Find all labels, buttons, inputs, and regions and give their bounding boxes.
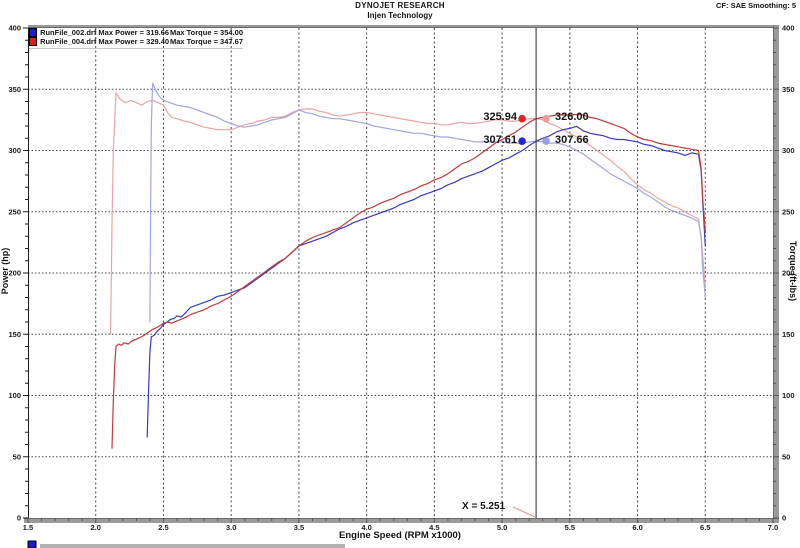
curve-2 (146, 125, 706, 438)
left-axis-tick-label: 150 (8, 330, 21, 339)
bottom-strip-swatch (27, 540, 37, 548)
cursor-value-power-red: 325.94 (483, 111, 517, 123)
cursor-marker-dot-3 (542, 137, 550, 145)
right-axis-tick-label: 350 (782, 85, 795, 94)
curve-0 (109, 92, 706, 335)
left-axis-tick-label: 100 (8, 391, 21, 400)
right-axis-tick-label: 400 (782, 24, 795, 33)
right-axis-tick-label: 100 (782, 391, 795, 400)
right-axis-tick-label: 50 (782, 452, 790, 461)
x-axis-tick-label: 4.0 (361, 523, 371, 532)
left-axis-tick-label: 0 (17, 514, 21, 523)
x-axis-tick-label: 5.0 (497, 523, 507, 532)
cursor-value-torque-blue: 307.66 (555, 134, 589, 146)
right-axis-tick-label: 0 (782, 514, 786, 523)
run1-max-torque: Max Torque = 354.00 (169, 28, 243, 37)
x-axis-tick-label: 3.5 (294, 523, 304, 532)
right-frame-bar (773, 25, 779, 523)
legend-row-run2[interactable]: RunFile_004.drf Max Power = 329.40 Max T… (29, 37, 243, 46)
x-axis-tick-label: 1.5 (23, 523, 33, 532)
cursor-marker-dot-2 (518, 137, 526, 145)
top-frame-bar (28, 25, 779, 28)
left-axis-tick-label: 250 (8, 207, 21, 216)
right-axis-tick-label: 150 (782, 330, 795, 339)
curve-1 (149, 82, 706, 323)
x-axis-tick-label: 4.5 (429, 523, 439, 532)
run1-file-and-power: RunFile_002.drf Max Power = 319.66 (40, 28, 170, 37)
right-axis-title: Torque (ft-lbs) (788, 240, 798, 302)
bottom-frame-bar (24, 518, 779, 523)
left-axis-tick-label: 350 (8, 85, 21, 94)
left-axis-tick-label: 400 (8, 24, 21, 33)
cursor-value-power-blue: 307.61 (483, 134, 517, 146)
cursor-marker-dot-1 (542, 114, 550, 123)
right-axis-tick-label: 250 (782, 207, 795, 216)
cursor-value-torque-red: 326.00 (555, 111, 589, 123)
run1-color-swatch-icon (29, 28, 38, 37)
x-axis-tick-label: 6.0 (632, 523, 642, 532)
cursor-marker-dot-0 (518, 114, 526, 123)
run2-max-torque: Max Torque = 347.67 (169, 37, 243, 46)
run2-file-and-power: RunFile_004.drf Max Power = 329.40 (40, 37, 170, 46)
x-axis-tick-label: 2.5 (158, 523, 168, 532)
cursor-callout-line (512, 506, 536, 518)
run2-color-swatch-icon (29, 37, 38, 46)
left-axis-tick-label: 50 (13, 452, 21, 461)
left-axis-tick-label: 200 (8, 269, 21, 278)
run-legend: RunFile_002.drf Max Power = 319.66 Max T… (29, 28, 243, 49)
correction-smoothing-info: CF: SAE Smoothing: 5 (716, 1, 796, 10)
curve-3 (111, 113, 706, 449)
x-axis-tick-label: 6.5 (700, 523, 710, 532)
cursor-x-readout: X = 5.251 (462, 501, 506, 512)
app-title: DYNOJET RESEARCH (355, 1, 445, 10)
x-axis-tick-label: 2.0 (91, 523, 101, 532)
shop-name: Injen Technology (367, 11, 433, 20)
x-axis-tick-label: 7.0 (768, 523, 778, 532)
left-axis-tick-label: 300 (8, 146, 21, 155)
x-axis-tick-label: 5.5 (565, 523, 575, 532)
right-axis-tick-label: 300 (782, 146, 795, 155)
bottom-strip-bar (40, 544, 345, 548)
legend-row-run1[interactable]: RunFile_002.drf Max Power = 319.66 Max T… (29, 28, 243, 37)
x-axis-tick-label: 3.0 (226, 523, 236, 532)
right-axis-tick-label: 200 (782, 269, 795, 278)
x-axis-title: Engine Speed (RPM x1000) (339, 530, 461, 541)
left-axis-title: Power (hp) (0, 247, 10, 295)
